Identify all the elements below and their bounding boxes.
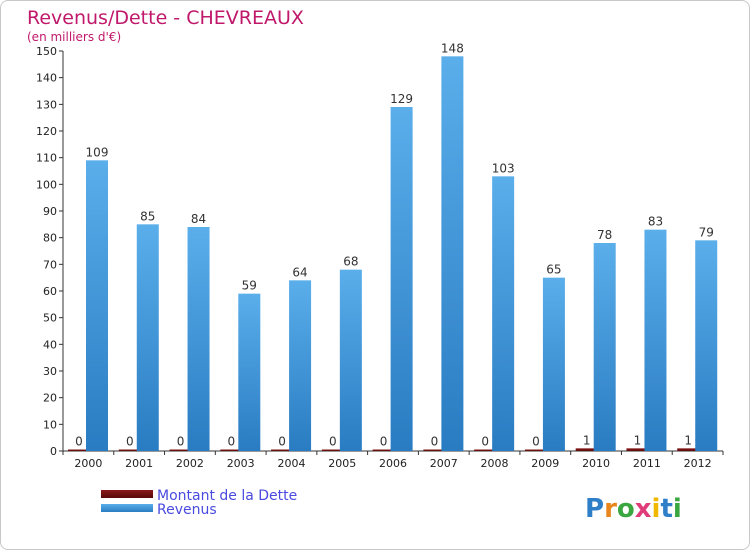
bar-revenus — [695, 240, 718, 451]
data-label-revenus: 103 — [492, 161, 515, 175]
legend-swatch-revenus — [101, 504, 153, 512]
y-tick-label: 100 — [36, 178, 57, 191]
legend-label-debt: Montant de la Dette — [157, 488, 297, 504]
y-tick-label: 150 — [36, 45, 57, 58]
x-tick-label: 2008 — [481, 457, 509, 470]
bar-revenus — [390, 107, 413, 451]
bar-revenus — [492, 176, 515, 452]
bar-dette — [118, 449, 141, 451]
y-tick-label: 50 — [43, 312, 57, 325]
data-label-dette: 0 — [177, 435, 185, 449]
bar-dette — [68, 449, 90, 451]
y-tick-label: 130 — [36, 98, 57, 111]
x-tick-label: 2000 — [74, 457, 102, 470]
x-tick-label: 2010 — [582, 457, 610, 470]
data-labels-group: 0 109 0 85 0 84 0 59 0 64 0 68 0 129 0 148 0 103 0 65 1 78 1 83… — [75, 41, 714, 448]
y-tick-label: 110 — [36, 152, 57, 165]
bars-group — [68, 56, 718, 452]
x-tick-label: 2011 — [633, 457, 661, 470]
y-tick-label: 70 — [43, 258, 57, 271]
data-label-dette: 0 — [278, 435, 286, 449]
legend: Montant de la Dette Revenus — [101, 488, 297, 518]
bar-revenus — [187, 227, 210, 451]
data-label-revenus: 64 — [292, 265, 307, 279]
data-label-revenus: 78 — [597, 228, 612, 242]
data-label-dette: 1 — [684, 433, 692, 447]
data-label-revenus: 109 — [86, 145, 109, 159]
x-tick-label: 2002 — [176, 457, 204, 470]
chart-title: Revenus/Dette - CHEVREAUX — [27, 7, 304, 29]
data-label-dette: 0 — [481, 435, 489, 449]
data-label-revenus: 65 — [546, 263, 561, 277]
data-label-dette: 1 — [634, 433, 642, 447]
data-label-dette: 0 — [431, 435, 439, 449]
y-tick-label: 80 — [43, 232, 57, 245]
logo-text: Proxiti — [585, 494, 682, 524]
data-label-revenus: 79 — [699, 225, 714, 239]
bar-dette — [271, 449, 294, 451]
data-label-dette: 0 — [532, 435, 540, 449]
bar-dette — [575, 448, 598, 451]
data-label-revenus: 85 — [140, 209, 155, 223]
data-label-revenus: 83 — [648, 215, 663, 229]
data-label-dette: 0 — [126, 435, 134, 449]
y-tick-label: 40 — [43, 338, 57, 351]
legend-label-revenus: Revenus — [157, 502, 217, 518]
x-tick-label: 2003 — [227, 457, 255, 470]
x-axis: 2000 2001 2002 2003 2004 2005 2006 2007 2008 2009… — [62, 450, 724, 470]
y-tick-label: 90 — [43, 205, 57, 218]
data-label-revenus: 129 — [390, 92, 413, 106]
bar-dette — [423, 449, 446, 451]
x-tick-label: 2006 — [379, 457, 407, 470]
bar-revenus — [238, 293, 261, 451]
data-label-revenus: 59 — [242, 279, 257, 293]
data-label-dette: 0 — [227, 435, 235, 449]
y-tick-label: 120 — [36, 125, 57, 138]
bar-revenus — [542, 277, 565, 451]
x-tick-label: 2001 — [125, 457, 153, 470]
x-tick-label: 2009 — [531, 457, 559, 470]
x-tick-label: 2007 — [430, 457, 458, 470]
x-tick-label: 2012 — [684, 457, 712, 470]
x-tick-label: 2005 — [328, 457, 356, 470]
bar-revenus — [593, 243, 616, 451]
data-label-revenus: 68 — [343, 255, 358, 269]
data-label-dette: 0 — [329, 435, 337, 449]
y-tick-label: 0 — [50, 445, 57, 458]
bar-revenus — [644, 229, 667, 451]
y-tick-label: 140 — [36, 72, 57, 85]
data-label-revenus: 84 — [191, 212, 206, 226]
bar-dette — [626, 448, 649, 451]
bar-dette — [524, 449, 547, 451]
data-label-dette: 0 — [380, 435, 388, 449]
bar-dette — [474, 449, 497, 451]
bar-dette — [220, 449, 243, 451]
y-tick-label: 30 — [43, 365, 57, 378]
bar-dette — [677, 448, 700, 451]
bar-dette — [372, 449, 395, 451]
bar-dette — [321, 449, 344, 451]
bar-revenus — [289, 280, 312, 451]
data-label-dette: 1 — [583, 433, 591, 447]
legend-swatch-debt — [101, 490, 153, 498]
y-tick-label: 20 — [43, 392, 57, 405]
bar-revenus — [136, 224, 159, 451]
y-tick-label: 10 — [43, 418, 57, 431]
y-tick-label: 60 — [43, 285, 57, 298]
bar-dette — [169, 449, 192, 451]
bar-revenus — [86, 160, 108, 452]
x-tick-label: 2004 — [277, 457, 305, 470]
chart-subtitle: (en milliers d'€) — [27, 30, 121, 44]
proxiti-logo: Proxiti — [585, 494, 682, 524]
bar-revenus — [441, 56, 464, 451]
data-label-dette: 0 — [75, 435, 83, 449]
y-axis: 0 10 20 30 40 50 60 70 80 90 100 110 120 130 140 150 — [36, 45, 64, 458]
data-label-revenus: 148 — [441, 41, 464, 55]
bar-revenus — [339, 269, 362, 451]
